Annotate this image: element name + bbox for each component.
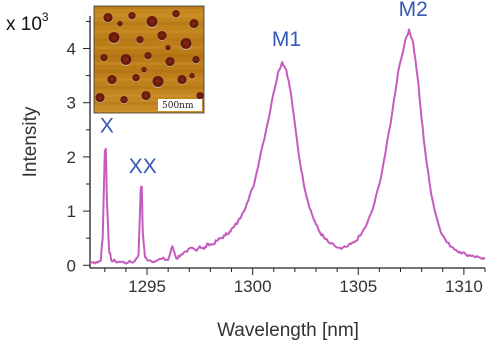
peak-label-m2: M2 [399,0,428,21]
peak-label-x: X [100,115,114,138]
inset-dot [95,93,105,103]
y-multiplier-exponent: 3 [42,10,49,24]
inset-dot [132,74,140,82]
inset-scale-bar-label: 500nm [162,101,194,111]
inset-dot [141,67,147,73]
x-tick-label: 1310 [445,277,483,296]
y-multiplier: x 103 [6,10,49,35]
peak-label-m1: M1 [272,28,301,51]
inset-dot [108,32,120,44]
inset-scale-bar [158,99,202,111]
inset-dot [165,45,171,51]
x-tick-label: 1300 [234,277,272,296]
series-line [89,28,486,265]
x-tick-label: 1305 [339,277,377,296]
inset-dot [100,54,108,62]
y-ticks: 0 1 2 3 4 [67,20,90,275]
inset-dot [144,52,152,60]
y-multiplier-base: x 10 [6,14,42,35]
peak-label-xx: XX [129,155,157,178]
inset-dot [120,54,132,66]
inset-dot [141,91,151,101]
inset-dot [107,75,117,85]
inset-dot [136,36,144,44]
inset-dot [196,92,204,100]
y-tick-label: 1 [67,202,76,221]
y-tick-label: 2 [67,148,76,167]
x-ticks: 1295 1300 1305 1310 [104,268,486,296]
inset-dot [177,75,187,85]
inset-dot [192,56,200,64]
inset-dot [146,16,158,28]
inset-dot [180,38,192,50]
inset-dot [117,21,123,27]
inset-dot [189,73,195,79]
y-tick-label: 4 [67,40,76,59]
inset-dot [172,10,180,18]
inset-dot [120,96,128,104]
inset-dot [128,12,136,20]
y-axis-title: Intensity [20,106,41,177]
axes [89,16,485,269]
inset-afm-image: 500nm [94,6,204,113]
inset-dot [157,31,167,41]
x-tick-label: 1295 [128,277,166,296]
x-axis-title: Wavelength [nm] [217,320,359,341]
inset-dot [152,76,164,88]
inset-dot [103,13,113,23]
y-tick-label: 3 [67,94,76,113]
y-tick-label: 0 [67,256,76,275]
inset-dot [189,19,199,29]
inset-dot [165,57,175,67]
